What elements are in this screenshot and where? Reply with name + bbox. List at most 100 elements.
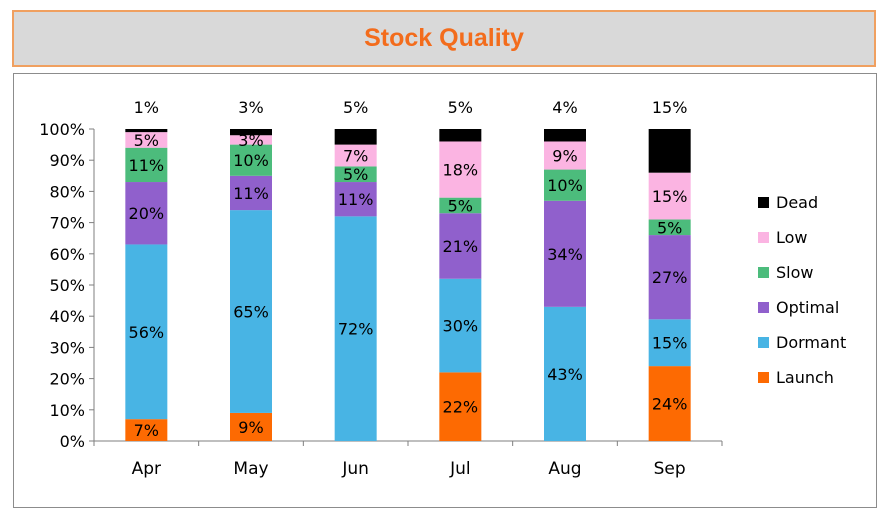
data-label-dormant: 72% (338, 320, 374, 339)
bar-segment-slow (439, 197, 482, 214)
x-tick-label: Jul (449, 459, 471, 479)
y-tick-label: 30% (49, 338, 85, 357)
bar-segment-launch (125, 419, 168, 441)
bar-segment-optimal (230, 175, 272, 211)
legend-label-dead: Dead (776, 193, 818, 212)
bar-segment-optimal (648, 235, 691, 320)
bar-segment-slow (230, 144, 272, 176)
legend-swatch-optimal (758, 302, 769, 313)
bar-segment-dormant (125, 244, 168, 420)
data-label-optimal: 11% (233, 184, 269, 203)
data-label-launch: 22% (443, 398, 479, 417)
chart-title-bar: Stock Quality (12, 10, 876, 67)
data-label-dead: 1% (134, 98, 159, 117)
data-label-low: 5% (134, 131, 159, 150)
chart-title: Stock Quality (364, 24, 524, 52)
bar-segment-slow (648, 219, 691, 236)
legend-swatch-slow (758, 267, 769, 278)
y-tick-label: 70% (49, 214, 85, 233)
bar-segment-slow (125, 147, 168, 183)
bar-segment-optimal (125, 182, 168, 245)
y-tick-label: 0% (60, 432, 85, 451)
bar-segment-dead (439, 129, 482, 142)
y-tick-label: 10% (49, 401, 85, 420)
legend-swatch-launch (758, 372, 769, 383)
data-label-dead: 4% (552, 98, 577, 117)
bar-segment-optimal (439, 213, 482, 279)
y-tick-label: 40% (49, 307, 85, 326)
data-label-dormant: 15% (652, 334, 688, 353)
data-label-dead: 15% (652, 98, 688, 117)
data-label-slow: 11% (129, 156, 165, 175)
bar-segment-launch (230, 412, 272, 441)
data-label-launch: 7% (134, 421, 159, 440)
bar-segment-low (544, 141, 586, 170)
data-label-slow: 5% (657, 218, 682, 237)
bar-segment-dead (334, 129, 377, 145)
data-label-launch: 24% (652, 395, 688, 414)
legend-label-slow: Slow (776, 263, 813, 282)
data-label-optimal: 11% (338, 190, 374, 209)
x-tick-label: Jun (341, 459, 369, 479)
bar-segment-low (230, 135, 272, 145)
data-label-slow: 10% (233, 151, 269, 170)
bar-segment-dormant (439, 278, 482, 373)
data-label-dormant: 65% (233, 303, 269, 322)
data-label-dead: 5% (448, 98, 473, 117)
data-label-optimal: 27% (652, 268, 688, 287)
legend-swatch-dead (758, 197, 769, 208)
data-label-low: 3% (238, 131, 263, 150)
data-label-slow: 10% (547, 176, 583, 195)
data-label-low: 7% (343, 147, 368, 166)
bar-segment-slow (544, 169, 586, 201)
bar-segment-dormant (334, 216, 377, 441)
bar-segment-launch (439, 372, 482, 441)
bar-segment-low (439, 141, 482, 198)
data-label-optimal: 34% (547, 245, 583, 264)
y-tick-label: 60% (49, 245, 85, 264)
data-label-dormant: 43% (547, 365, 583, 384)
bar-segment-low (334, 144, 377, 167)
data-label-launch: 9% (238, 418, 263, 437)
data-label-dormant: 30% (443, 317, 479, 336)
bar-segment-dormant (230, 210, 272, 413)
bar-segment-launch (648, 366, 691, 441)
bar-segment-optimal (334, 182, 377, 217)
x-tick-label: Sep (654, 459, 686, 479)
data-label-dead: 3% (238, 98, 263, 117)
y-tick-label: 50% (49, 276, 85, 295)
legend-swatch-low (758, 232, 769, 243)
legend-label-optimal: Optimal (776, 298, 839, 317)
bar-segment-low (125, 132, 168, 148)
legend-label-dormant: Dormant (776, 333, 846, 352)
x-tick-label: May (233, 459, 268, 479)
bar-segment-dead (544, 129, 586, 142)
data-label-dead: 5% (343, 98, 368, 117)
legend-swatch-dormant (758, 337, 769, 348)
y-tick-label: 20% (49, 370, 85, 389)
bar-segment-dormant (544, 306, 586, 441)
data-label-low: 15% (652, 187, 688, 206)
bar-segment-optimal (544, 200, 586, 307)
bar-segment-dead (230, 129, 272, 136)
y-tick-label: 100% (39, 120, 85, 139)
data-label-optimal: 21% (443, 237, 479, 256)
bar-segment-low (648, 172, 691, 220)
bar-segment-dormant (648, 319, 691, 367)
data-label-low: 18% (443, 161, 479, 180)
bar-segment-slow (334, 166, 377, 183)
data-label-optimal: 20% (129, 204, 165, 223)
data-label-low: 9% (552, 147, 577, 166)
x-tick-label: Aug (548, 459, 581, 479)
y-tick-label: 90% (49, 151, 85, 170)
data-label-dormant: 56% (129, 323, 165, 342)
bar-segment-dead (125, 129, 168, 133)
data-label-slow: 5% (343, 165, 368, 184)
y-tick-label: 80% (49, 182, 85, 201)
bar-segment-dead (648, 129, 691, 173)
x-tick-label: Apr (132, 459, 161, 479)
data-label-slow: 5% (448, 196, 473, 215)
legend-label-low: Low (776, 228, 808, 247)
legend-label-launch: Launch (776, 368, 834, 387)
